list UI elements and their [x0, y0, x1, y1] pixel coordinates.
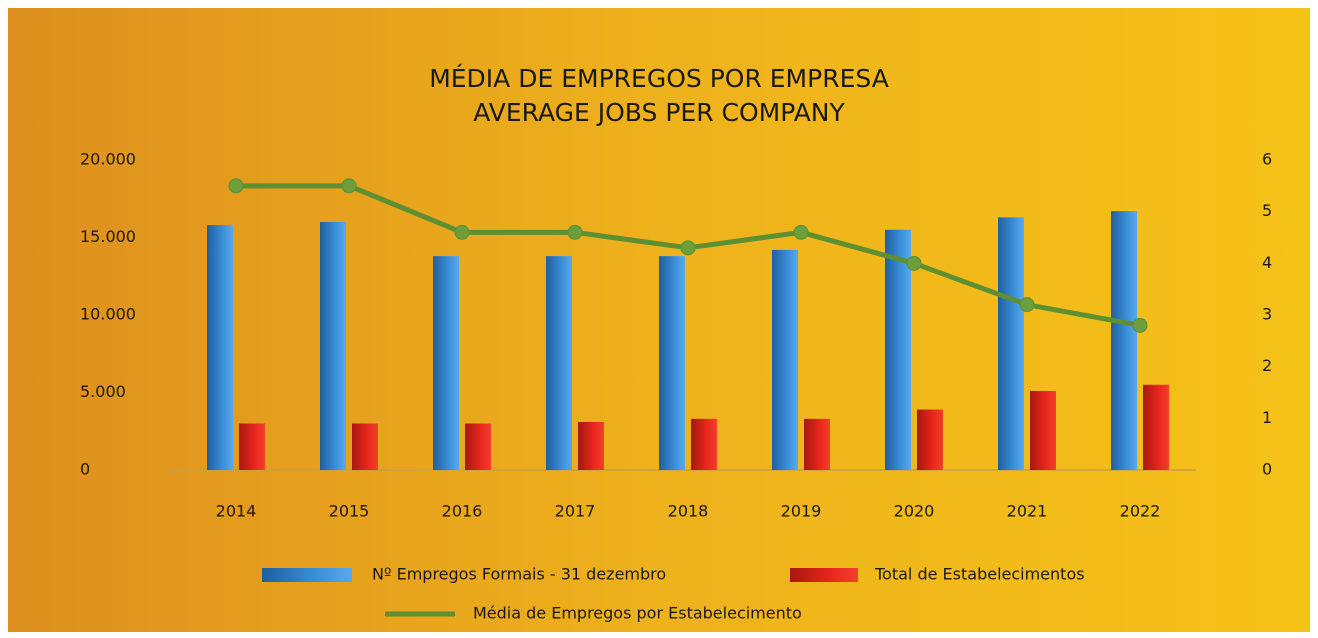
line-marker — [1019, 297, 1035, 313]
y-tick-label: 10.000 — [80, 305, 136, 324]
legend-label: Média de Empregos por Estabelecimento — [473, 604, 802, 623]
bar — [465, 423, 491, 470]
y2-tick-label: 1 — [1262, 408, 1272, 427]
x-tick-label: 2017 — [555, 502, 596, 521]
x-tick-label: 2015 — [329, 502, 370, 521]
bar — [320, 222, 346, 470]
legend-label: Total de Estabelecimentos — [874, 565, 1085, 584]
bar — [659, 256, 685, 470]
line-marker — [341, 178, 357, 194]
y-tick-label: 15.000 — [80, 227, 136, 246]
bar — [917, 409, 943, 470]
bar — [772, 249, 798, 470]
bar — [433, 256, 459, 470]
legend-label: Nº Empregos Formais - 31 dezembro — [372, 565, 666, 584]
y-tick-label: 5.000 — [80, 382, 126, 401]
bar — [1030, 390, 1056, 470]
y2-tick-label: 0 — [1262, 460, 1272, 479]
line-marker — [680, 240, 696, 256]
bar — [352, 423, 378, 470]
x-tick-label: 2018 — [668, 502, 709, 521]
y2-tick-label: 6 — [1262, 150, 1272, 169]
line-marker — [793, 224, 809, 240]
x-tick-label: 2022 — [1120, 502, 1161, 521]
x-tick-label: 2021 — [1007, 502, 1048, 521]
chart-title: MÉDIA DE EMPREGOS POR EMPRESA — [429, 64, 889, 93]
legend-swatch — [790, 568, 858, 582]
line-marker — [228, 178, 244, 194]
x-tick-label: 2020 — [894, 502, 935, 521]
bar — [1111, 211, 1137, 470]
bar — [239, 423, 265, 470]
x-tick-label: 2016 — [442, 502, 483, 521]
bar — [998, 217, 1024, 470]
bar — [691, 418, 717, 470]
y2-tick-label: 3 — [1262, 305, 1272, 324]
bar — [804, 418, 830, 470]
bar — [1143, 384, 1169, 470]
chart-subtitle: AVERAGE JOBS PER COMPANY — [473, 98, 845, 127]
y2-tick-label: 2 — [1262, 356, 1272, 375]
bar — [207, 225, 233, 470]
y2-tick-label: 4 — [1262, 253, 1272, 272]
bar — [578, 421, 604, 470]
bar — [546, 256, 572, 470]
legend-swatch — [262, 568, 352, 582]
y2-tick-label: 5 — [1262, 201, 1272, 220]
line-marker — [906, 255, 922, 271]
line-marker — [567, 224, 583, 240]
line-marker — [1132, 317, 1148, 333]
y-tick-label: 20.000 — [80, 150, 136, 169]
y-tick-label: 0 — [80, 460, 90, 479]
line-marker — [454, 224, 470, 240]
x-tick-label: 2014 — [216, 502, 257, 521]
bar — [885, 229, 911, 470]
x-tick-label: 2019 — [781, 502, 822, 521]
